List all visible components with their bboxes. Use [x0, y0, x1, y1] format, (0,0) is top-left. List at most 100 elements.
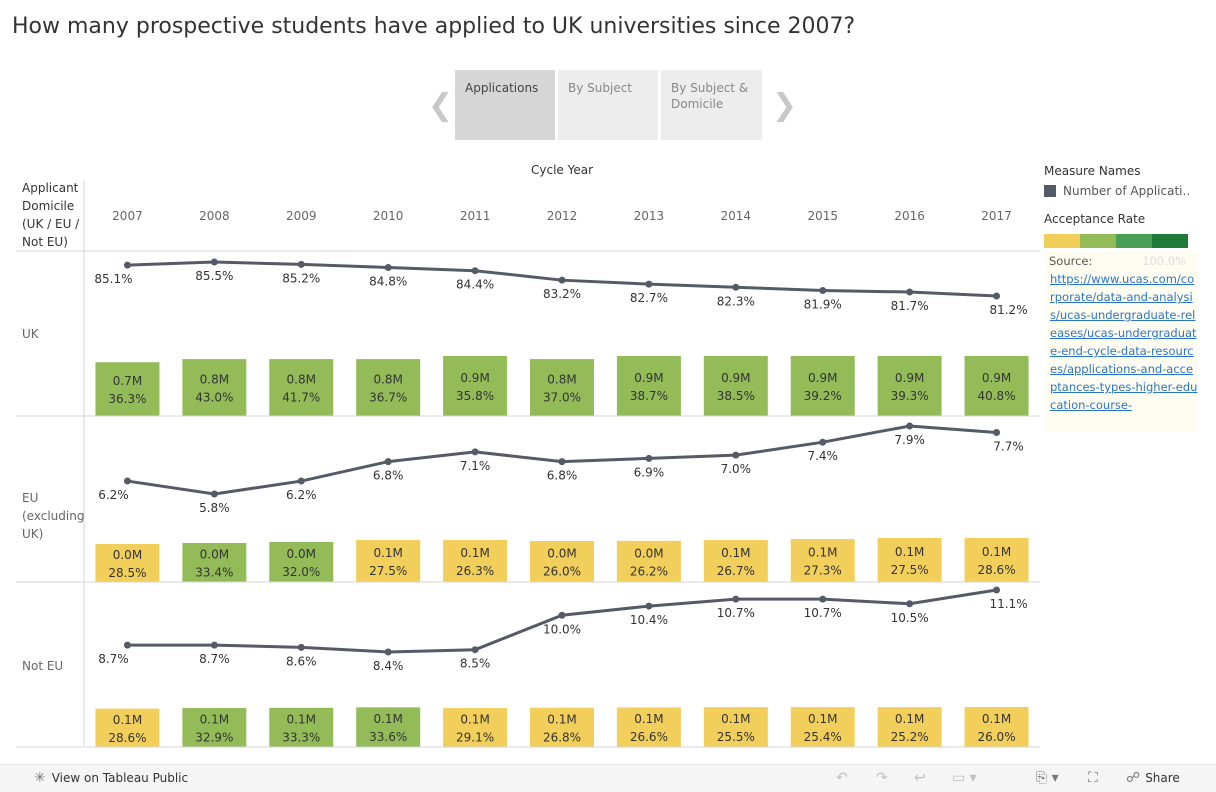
- application-share-label: 8.4%: [373, 659, 404, 673]
- legend-swatch: [1044, 185, 1056, 197]
- application-share-point: [123, 477, 131, 485]
- applications-bar-label: 0.0M: [200, 548, 229, 562]
- applications-bar-label: 0.1M: [808, 712, 837, 726]
- fullscreen-icon: ⛶: [1088, 770, 1098, 786]
- applications-bar-label: 0.1M: [721, 712, 750, 726]
- application-share-label: 85.5%: [195, 269, 233, 283]
- download-button[interactable]: ⎘ ▾: [1036, 770, 1059, 786]
- acceptance-rate-label: 41.7%: [282, 391, 320, 405]
- application-share-label: 7.4%: [807, 449, 838, 463]
- application-share-label: 11.1%: [989, 597, 1027, 611]
- applications-bar-label: 0.8M: [547, 373, 576, 387]
- applications-bar-label: 0.1M: [460, 546, 489, 560]
- applications-bar: [703, 707, 768, 747]
- ramp-step-1: [1080, 234, 1116, 248]
- applications-bar: [182, 708, 247, 747]
- application-share-label: 8.7%: [98, 652, 129, 666]
- applications-bar: [182, 543, 247, 582]
- legend-measure-names-header: Measure Names: [1044, 164, 1141, 178]
- year-tick-label: 2009: [286, 209, 317, 223]
- pause-button[interactable]: ▭ ▾: [952, 770, 977, 786]
- applications-bar: [616, 540, 681, 582]
- acceptance-rate-label: 26.8%: [543, 730, 581, 744]
- acceptance-rate-label: 28.5%: [108, 566, 146, 580]
- applications-bar-label: 0.9M: [808, 371, 837, 385]
- tab-label: By Subject & Domicile: [671, 81, 749, 111]
- acceptance-rate-label: 37.0%: [543, 391, 581, 405]
- applications-bar-label: 0.1M: [200, 713, 229, 727]
- application-share-point: [993, 292, 1001, 300]
- acceptance-rate-label: 36.7%: [369, 391, 407, 405]
- legend: Measure Names Number of Applicati... Acc…: [1044, 164, 1204, 248]
- share-label: Share: [1145, 771, 1180, 785]
- year-tick-label: 2015: [807, 209, 838, 223]
- application-share-point: [384, 458, 392, 466]
- application-share-label: 8.7%: [199, 652, 230, 666]
- applications-bar: [616, 707, 681, 747]
- tab-label: Applications: [465, 81, 539, 95]
- applications-bar-label: 0.1M: [460, 713, 489, 727]
- applications-bar: [269, 542, 334, 582]
- application-share-point: [123, 641, 131, 649]
- application-share-label: 8.6%: [286, 654, 317, 668]
- fullscreen-button[interactable]: ⛶: [1088, 770, 1098, 786]
- application-share-point: [384, 264, 392, 272]
- acceptance-rate-label: 38.7%: [630, 389, 668, 403]
- application-share-point: [297, 477, 305, 485]
- applications-bar-label: 0.1M: [287, 712, 316, 726]
- applications-bar: [877, 356, 942, 416]
- acceptance-rate-label: 32.0%: [282, 565, 320, 579]
- application-share-point: [471, 448, 479, 456]
- applications-bar: [964, 356, 1029, 416]
- revert-icon: ↩: [914, 770, 926, 786]
- application-share-point: [819, 438, 827, 446]
- application-share-point: [906, 600, 914, 608]
- row-header: Not EU): [22, 235, 68, 249]
- applications-bar: [964, 538, 1029, 582]
- application-share-label: 6.8%: [547, 469, 578, 483]
- applications-bar-label: 0.8M: [287, 373, 316, 387]
- undo-button[interactable]: ↶: [836, 770, 848, 786]
- revert-button[interactable]: ↩: [914, 770, 926, 786]
- view-on-tableau-public-button[interactable]: ✳ View on Tableau Public: [34, 770, 188, 786]
- ramp-step-2: [1116, 234, 1152, 248]
- applications-bar: [964, 707, 1029, 747]
- application-share-label: 83.2%: [543, 287, 581, 301]
- applications-bar: [443, 540, 508, 582]
- acceptance-rate-label: 25.2%: [891, 730, 929, 744]
- acceptance-rate-label: 33.3%: [282, 730, 320, 744]
- year-tick-label: 2012: [547, 209, 578, 223]
- acceptance-rate-label: 29.1%: [456, 731, 494, 745]
- share-icon: ☍: [1126, 770, 1141, 786]
- panel-label: UK): [22, 527, 43, 541]
- column-header: Cycle Year: [531, 163, 593, 177]
- source-label: Source:: [1049, 254, 1093, 268]
- application-share-point: [297, 643, 305, 651]
- applications-bar-label: 0.1M: [982, 545, 1011, 559]
- applications-bar-label: 0.9M: [982, 371, 1011, 385]
- application-share-label: 5.8%: [199, 501, 230, 515]
- prev-story-point-icon[interactable]: ❮: [428, 88, 454, 123]
- tab-by-subject[interactable]: By Subject: [558, 70, 658, 140]
- tableau-logo-icon: ✳: [34, 770, 46, 786]
- row-header: Applicant: [22, 181, 79, 195]
- tab-applications[interactable]: Applications: [455, 70, 555, 140]
- redo-button[interactable]: ↷: [876, 770, 888, 786]
- application-share-label: 81.7%: [891, 299, 929, 313]
- share-button[interactable]: ☍ Share: [1126, 770, 1180, 786]
- legend-item-applications[interactable]: Number of Applicati...: [1044, 184, 1204, 198]
- acceptance-rate-label: 32.9%: [195, 731, 233, 745]
- applications-bar: [790, 707, 855, 747]
- applications-bar: [356, 359, 421, 416]
- panel-label: UK: [22, 327, 40, 341]
- source-link[interactable]: https://www.ucas.com/corporate/data-and-…: [1050, 272, 1198, 412]
- applications-bar-label: 0.9M: [460, 371, 489, 385]
- application-share-label: 6.9%: [634, 465, 665, 479]
- application-share-point: [993, 586, 1001, 594]
- tab-by-subject-domicile[interactable]: By Subject & Domicile: [661, 70, 762, 140]
- next-story-point-icon[interactable]: ❯: [772, 88, 798, 123]
- acceptance-rate-label: 39.2%: [804, 389, 842, 403]
- application-share-point: [819, 286, 827, 294]
- year-tick-label: 2013: [634, 209, 665, 223]
- applications-bar-label: 0.1M: [895, 712, 924, 726]
